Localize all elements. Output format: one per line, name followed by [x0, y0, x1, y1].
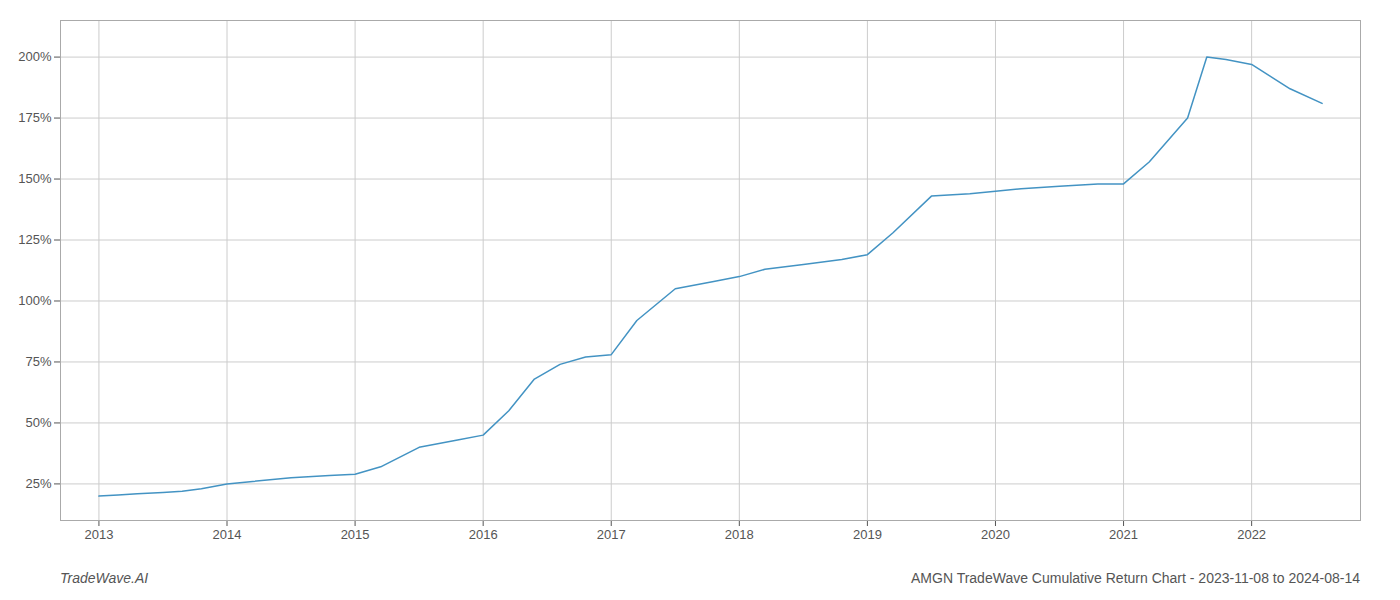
- svg-text:75%: 75%: [25, 354, 51, 369]
- svg-text:2016: 2016: [469, 527, 498, 542]
- svg-text:50%: 50%: [25, 415, 51, 430]
- svg-text:125%: 125%: [18, 232, 52, 247]
- svg-text:150%: 150%: [18, 171, 52, 186]
- svg-text:2021: 2021: [1109, 527, 1138, 542]
- svg-text:2022: 2022: [1237, 527, 1266, 542]
- svg-text:2014: 2014: [213, 527, 242, 542]
- svg-text:2018: 2018: [725, 527, 754, 542]
- svg-text:100%: 100%: [18, 293, 52, 308]
- svg-text:2017: 2017: [597, 527, 626, 542]
- svg-text:175%: 175%: [18, 110, 52, 125]
- svg-text:2020: 2020: [981, 527, 1010, 542]
- svg-text:2015: 2015: [341, 527, 370, 542]
- svg-text:2019: 2019: [853, 527, 882, 542]
- html-text:AMGN TradeWave Cumulative Retu: AMGN TradeWave Cumulative Return Chart -…: [911, 570, 1360, 586]
- svg-text:2013: 2013: [84, 527, 113, 542]
- svg-text:25%: 25%: [25, 476, 51, 491]
- html-text:TradeWave.AI: TradeWave.AI: [60, 570, 149, 586]
- svg-text:200%: 200%: [18, 49, 52, 64]
